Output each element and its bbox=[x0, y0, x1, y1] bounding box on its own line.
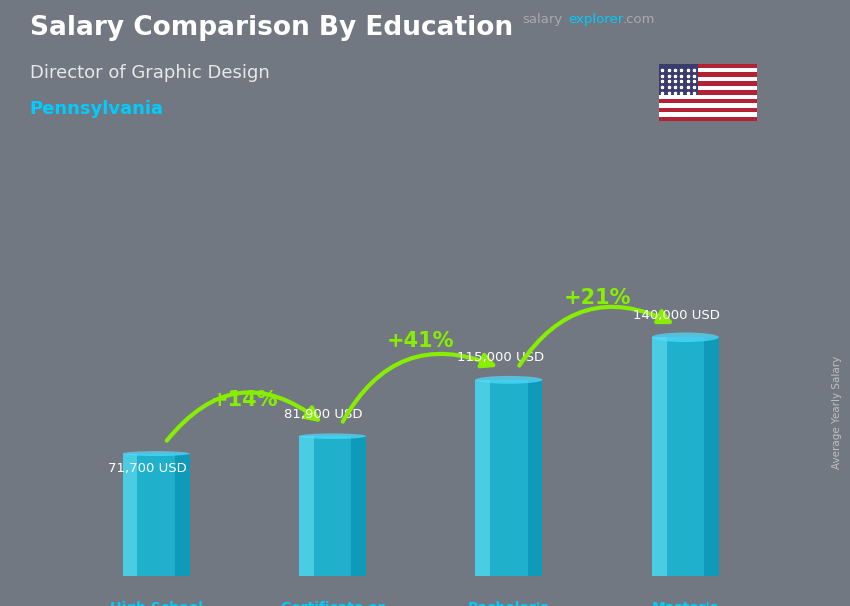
FancyArrowPatch shape bbox=[167, 392, 318, 441]
Bar bbox=[299, 436, 366, 576]
Text: Certificate or
Diploma: Certificate or Diploma bbox=[280, 601, 384, 606]
Bar bbox=[351, 436, 366, 576]
Bar bbox=[659, 64, 756, 68]
Text: salary: salary bbox=[523, 13, 563, 26]
Bar bbox=[659, 104, 756, 108]
Text: Pennsylvania: Pennsylvania bbox=[30, 100, 164, 118]
Bar bbox=[659, 77, 756, 81]
Bar bbox=[528, 380, 542, 576]
Text: .com: .com bbox=[623, 13, 655, 26]
Bar bbox=[659, 64, 698, 95]
Text: Salary Comparison By Education: Salary Comparison By Education bbox=[30, 15, 513, 41]
Text: Bachelor's
Degree: Bachelor's Degree bbox=[468, 601, 550, 606]
Ellipse shape bbox=[652, 333, 719, 342]
Bar bbox=[475, 380, 542, 576]
Ellipse shape bbox=[475, 376, 542, 384]
Bar bbox=[659, 90, 756, 95]
Text: +14%: +14% bbox=[211, 390, 278, 410]
Text: 115,000 USD: 115,000 USD bbox=[456, 351, 544, 364]
Bar bbox=[299, 436, 314, 576]
Bar bbox=[659, 81, 756, 86]
Bar bbox=[659, 99, 756, 104]
Text: High School: High School bbox=[110, 601, 202, 606]
Text: explorer: explorer bbox=[568, 13, 623, 26]
Ellipse shape bbox=[122, 451, 190, 456]
Text: 140,000 USD: 140,000 USD bbox=[633, 309, 720, 322]
Text: Average Yearly Salary: Average Yearly Salary bbox=[832, 356, 842, 468]
Ellipse shape bbox=[299, 433, 366, 439]
Text: +41%: +41% bbox=[387, 331, 455, 351]
Text: Master's
Degree: Master's Degree bbox=[652, 601, 719, 606]
Bar bbox=[704, 337, 719, 576]
Text: 71,700 USD: 71,700 USD bbox=[108, 462, 187, 475]
Bar bbox=[659, 108, 756, 112]
Bar bbox=[122, 453, 138, 576]
Text: +21%: +21% bbox=[564, 288, 631, 308]
Bar bbox=[175, 453, 190, 576]
Bar bbox=[122, 453, 190, 576]
Bar bbox=[659, 112, 756, 117]
Bar bbox=[652, 337, 666, 576]
FancyArrowPatch shape bbox=[519, 307, 670, 365]
Bar bbox=[659, 68, 756, 73]
Bar bbox=[652, 337, 719, 576]
Bar bbox=[659, 73, 756, 77]
Text: 81,900 USD: 81,900 USD bbox=[285, 408, 363, 421]
Bar bbox=[475, 380, 490, 576]
Text: Director of Graphic Design: Director of Graphic Design bbox=[30, 64, 269, 82]
Bar bbox=[659, 95, 756, 99]
FancyArrowPatch shape bbox=[343, 354, 493, 422]
Bar bbox=[659, 86, 756, 90]
Bar bbox=[659, 117, 756, 121]
